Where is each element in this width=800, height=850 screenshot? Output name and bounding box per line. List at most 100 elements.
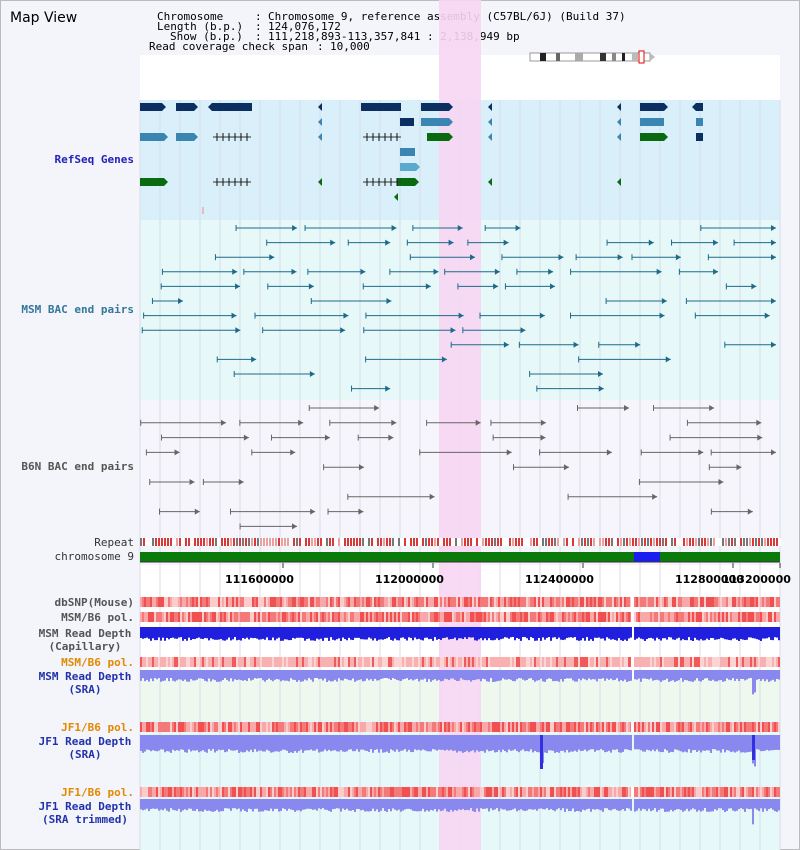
jf1-depth-trimmed-bar [398, 799, 400, 810]
msm-b6-pol-cell [688, 612, 690, 622]
jf1-depth-bar [152, 735, 154, 751]
track-label-b6n-bac[interactable]: B6N BAC end pairs [21, 460, 134, 473]
pair-end-arrow [189, 479, 195, 485]
jf1-depth-bar [186, 735, 188, 753]
pair-end-arrow [515, 225, 521, 231]
msm-depth-capillary-bar [318, 627, 320, 640]
msm-depth-sra-bar [216, 670, 218, 682]
jf1-depth-trimmed-bar [330, 799, 332, 812]
jf1-depth-trimmed-bar [634, 799, 636, 812]
jf1-b6-pol-2-cell [532, 787, 534, 797]
jf1-b6-pol-2-cell [614, 787, 616, 797]
msm-b6-pol-cell [664, 612, 666, 622]
jf1-depth-bar [494, 735, 496, 753]
msm-depth-capillary-bar [382, 627, 384, 640]
jf1-b6-pol-cell [542, 722, 544, 732]
msm-b6-pol-sra-cell [634, 657, 636, 667]
msm-depth-sra-bar [298, 670, 300, 681]
jf1-b6-pol-2-cell [766, 787, 768, 797]
jf1-b6-pol-2-cell [762, 787, 764, 797]
msm-depth-capillary-bar [600, 627, 602, 639]
msm-b6-pol-cell [300, 612, 302, 622]
jf1-depth-trimmed-bar [598, 799, 600, 810]
msm-b6-pol-sra-cell [624, 657, 626, 667]
dbsnp-cell [542, 597, 544, 607]
jf1-depth-bar [504, 735, 506, 752]
jf1-depth-trimmed-bar [504, 799, 506, 810]
dbsnp-cell [550, 597, 552, 607]
repeat-element [380, 538, 382, 546]
pair-end-arrow [235, 283, 241, 290]
jf1-b6-pol-2-cell [480, 787, 482, 797]
jf1-depth-trimmed-bar [536, 799, 538, 811]
jf1-b6-pol-cell [710, 722, 712, 732]
jf1-b6-pol-cell [682, 722, 684, 732]
msm-b6-pol-sra-cell [390, 657, 392, 667]
msm-b6-pol-cell [156, 612, 158, 622]
msm-b6-pol-cell [550, 612, 552, 622]
track-label-msm-bac[interactable]: MSM BAC end pairs [21, 303, 134, 316]
msm-depth-capillary-bar [294, 627, 296, 639]
msm-b6-pol-sra-cell [714, 657, 716, 667]
dbsnp-cell [576, 597, 578, 607]
jf1-depth-trimmed-bar [472, 799, 474, 812]
msm-depth-sra-bar [388, 670, 390, 679]
msm-b6-pol-cell [342, 612, 344, 622]
dbsnp-cell [154, 597, 156, 607]
jf1-depth-trimmed-bar [670, 799, 672, 810]
jf1-depth-trimmed-bar [776, 799, 778, 812]
msm-depth-sra-bar [654, 670, 656, 681]
jf1-depth-trimmed-bar [614, 799, 616, 809]
jf1-b6-pol-cell [352, 722, 354, 732]
msm-depth-capillary-bar [742, 627, 744, 640]
gene-arrow [617, 103, 621, 111]
dbsnp-cell [220, 597, 222, 607]
dbsnp-cell [528, 597, 530, 607]
dbsnp-cell [690, 597, 692, 607]
msm-depth-capillary-bar [178, 627, 180, 638]
jf1-depth-trimmed-bar [688, 799, 690, 812]
msm-depth-sra-bar [418, 670, 420, 682]
msm-b6-pol-cell [432, 612, 434, 622]
jf1-b6-pol-cell [510, 722, 512, 732]
msm-depth-capillary-bar [716, 627, 718, 640]
msm-b6-pol-cell [536, 612, 538, 622]
msm-b6-pol-cell [460, 612, 462, 622]
repeat-element [362, 538, 364, 546]
msm-depth-sra-bar [288, 670, 290, 682]
dbsnp-cell [432, 597, 434, 607]
dbsnp-cell [314, 597, 316, 607]
jf1-depth-trimmed-bar [596, 799, 598, 810]
jf1-b6-pol-2-cell [682, 787, 684, 797]
pair-end-arrow [441, 356, 447, 363]
jf1-depth-trimmed-bar [578, 799, 580, 812]
track-label-refseq[interactable]: RefSeq Genes [54, 153, 134, 166]
dbsnp-cell [744, 597, 746, 607]
jf1-b6-pol-2-cell [702, 787, 704, 797]
msm-b6-pol-sra-cell [754, 657, 756, 667]
jf1-depth-bar [328, 735, 330, 750]
msm-b6-pol-sra-cell [234, 657, 236, 667]
jf1-depth-trimmed-bar [220, 799, 222, 812]
dbsnp-cell [658, 597, 660, 607]
msm-depth-sra-bar [638, 670, 640, 679]
gene-arrow [194, 103, 198, 111]
msm-depth-sra-bar [446, 670, 448, 680]
jf1-depth-bar [204, 735, 206, 752]
jf1-b6-pol-cell [528, 722, 530, 732]
jf1-depth-trimmed-bar [658, 799, 660, 810]
jf1-b6-pol-2-cell [510, 787, 512, 797]
msm-depth-sra-bar [208, 670, 210, 679]
jf1-depth-bar [326, 735, 328, 752]
jf1-depth-trimmed-bar [264, 799, 266, 811]
msm-b6-pol-sra-cell [140, 657, 142, 667]
msm-b6-pol-sra-cell [596, 657, 598, 667]
msm-depth-sra-bar [684, 670, 686, 680]
jf1-b6-pol-2-cell [182, 787, 184, 797]
jf1-depth-trimmed-bar [774, 799, 776, 812]
dbsnp-cell [642, 597, 644, 607]
msm-depth-capillary-bar [240, 627, 242, 641]
msm-depth-capillary-bar [320, 627, 322, 639]
msm-b6-pol-cell [372, 612, 374, 622]
